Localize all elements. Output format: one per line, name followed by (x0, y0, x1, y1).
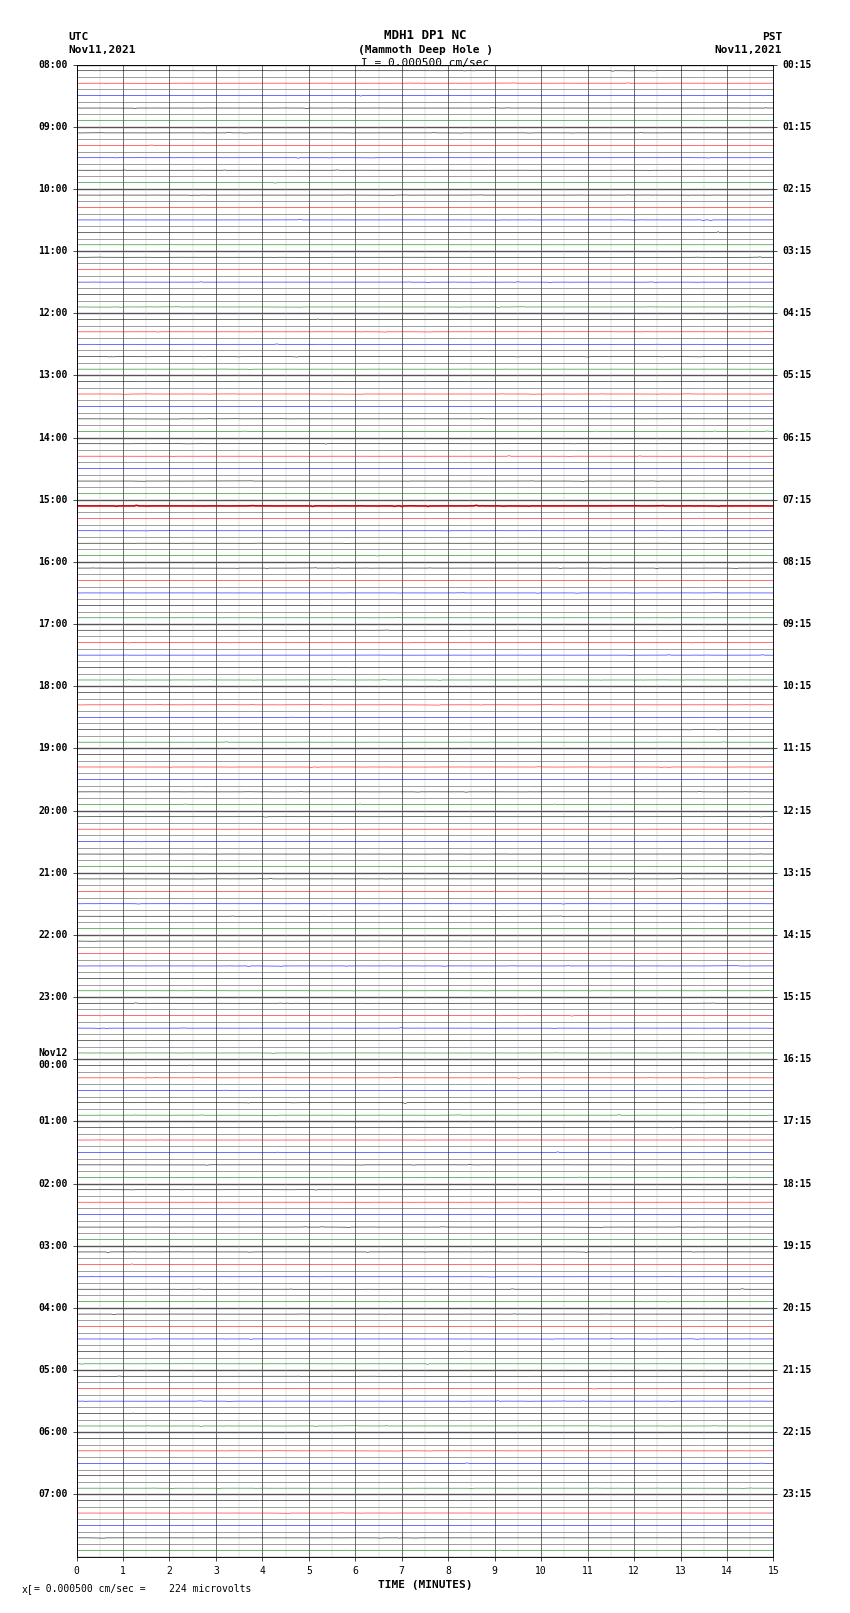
Text: MDH1 DP1 NC: MDH1 DP1 NC (383, 29, 467, 42)
Text: (Mammoth Deep Hole ): (Mammoth Deep Hole ) (358, 45, 492, 55)
Text: Nov11,2021: Nov11,2021 (715, 45, 782, 55)
Text: PST: PST (762, 32, 782, 42)
Text: Nov11,2021: Nov11,2021 (68, 45, 135, 55)
X-axis label: TIME (MINUTES): TIME (MINUTES) (377, 1579, 473, 1590)
Text: x[: x[ (21, 1584, 33, 1594)
Text: = 0.000500 cm/sec =    224 microvolts: = 0.000500 cm/sec = 224 microvolts (34, 1584, 252, 1594)
Text: UTC: UTC (68, 32, 88, 42)
Text: I = 0.000500 cm/sec: I = 0.000500 cm/sec (361, 58, 489, 68)
